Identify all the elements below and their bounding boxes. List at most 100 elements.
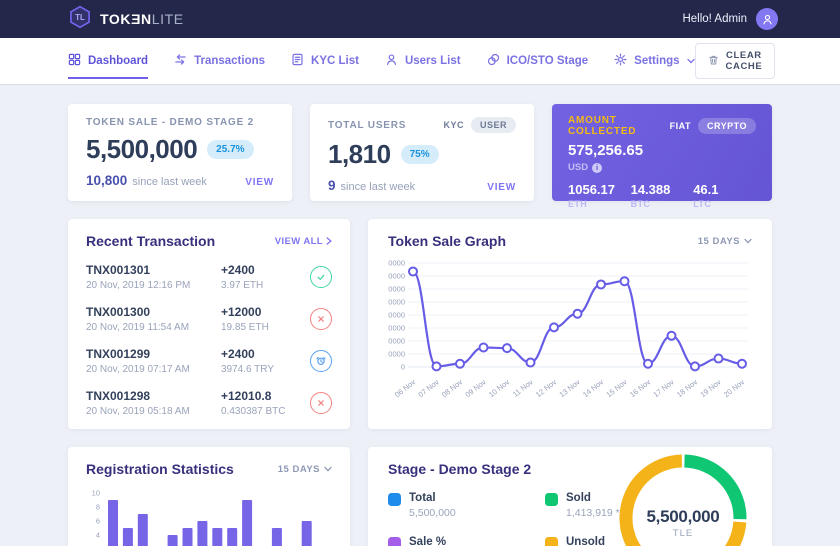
toggle-user[interactable]: USER: [470, 117, 516, 133]
legend-name: Sale %: [409, 536, 447, 546]
transactions-list: TNX001301 20 Nov, 2019 12:16 PM +2400 3.97 …: [86, 263, 332, 417]
toggle-kyc[interactable]: KYC: [443, 120, 464, 130]
stage-card: Stage - Demo Stage 2 Total 5,500,000 Sold 1…: [368, 447, 772, 546]
transaction-info: TNX001300 20 Nov, 2019 11:54 AM: [86, 305, 221, 333]
svg-text:10: 10: [92, 489, 100, 498]
transaction-amount-value: +2400: [221, 347, 255, 361]
svg-text:TL: TL: [75, 13, 85, 22]
toggle-crypto[interactable]: CRYPTO: [697, 118, 756, 134]
info-icon[interactable]: i: [592, 162, 603, 173]
transaction-row[interactable]: TNX001299 20 Nov, 2019 07:17 AM +2400 3974.…: [86, 347, 332, 375]
legend-swatch: [545, 537, 558, 546]
legend-text: Total 5,500,000: [409, 492, 456, 519]
transactions-title: Recent Transaction: [86, 233, 216, 249]
svg-text:60000: 60000: [388, 285, 405, 294]
svg-text:06 Nov: 06 Nov: [393, 377, 417, 399]
svg-text:13 Nov: 13 Nov: [557, 377, 581, 399]
svg-text:80000: 80000: [388, 259, 405, 268]
transaction-amount-value: +12010.8: [221, 389, 272, 403]
clock-circle-icon: [310, 350, 332, 372]
transaction-amount: +12000 19.85 ETH: [221, 305, 310, 333]
transaction-row[interactable]: TNX001300 20 Nov, 2019 11:54 AM +12000 19.8…: [86, 305, 332, 333]
transaction-date: 20 Nov, 2019 12:16 PM: [86, 280, 191, 291]
transaction-id: TNX001298: [86, 389, 151, 403]
view-all-link[interactable]: VIEW ALL: [275, 236, 332, 247]
svg-text:19 Nov: 19 Nov: [698, 377, 722, 399]
check-circle-icon: [310, 266, 332, 288]
svg-text:0: 0: [401, 363, 405, 372]
nav-tab-dashboard[interactable]: Dashboard: [68, 44, 149, 79]
gear-icon: [614, 53, 627, 69]
legend-swatch: [388, 493, 401, 506]
crypto-amount-eth: 1056.17 ETH: [568, 182, 631, 209]
svg-text:09 Nov: 09 Nov: [463, 377, 487, 399]
total-users-value: 1,810: [328, 139, 391, 169]
clear-cache-button[interactable]: CLEAR CACHE: [694, 43, 776, 79]
svg-text:11 Nov: 11 Nov: [511, 377, 535, 399]
svg-text:30000: 30000: [388, 324, 405, 333]
svg-text:12 Nov: 12 Nov: [534, 377, 558, 399]
total-users-view-link[interactable]: VIEW: [487, 182, 516, 193]
transaction-id: TNX001301: [86, 263, 151, 277]
token-sale-delta: 10,800: [86, 173, 128, 188]
svg-text:18 Nov: 18 Nov: [675, 377, 699, 399]
nav-tab-ico-sto-stage[interactable]: ICO/STO Stage: [487, 44, 589, 79]
legend-name: Sold: [566, 492, 591, 504]
registration-range-dropdown[interactable]: 15 DAYS: [278, 464, 332, 475]
user-avatar[interactable]: [756, 8, 778, 30]
grid-icon: [68, 53, 81, 69]
chevron-down-icon: [686, 55, 695, 67]
kyc-user-toggle: KYC USER: [443, 117, 516, 133]
svg-text:17 Nov: 17 Nov: [651, 377, 675, 399]
nav-tab-settings[interactable]: Settings: [614, 44, 695, 79]
transaction-info: TNX001298 20 Nov, 2019 05:18 AM: [86, 389, 221, 417]
kpi-row: TOKEN SALE - DEMO STAGE 2 5,500,000 25.7…: [68, 104, 772, 209]
chevron-down-icon: [324, 466, 332, 472]
legend-text: Sold 1,413,919 *: [566, 492, 620, 519]
total-users-delta: 9: [328, 178, 336, 193]
nav-tab-label: ICO/STO Stage: [506, 54, 589, 67]
svg-text:15 Nov: 15 Nov: [604, 377, 628, 399]
svg-text:70000: 70000: [388, 272, 405, 281]
nav-tabs: Dashboard Transactions KYC List Users List I…: [68, 44, 695, 79]
nav-tab-users-list[interactable]: Users List: [385, 44, 461, 79]
transaction-info: TNX001301 20 Nov, 2019 12:16 PM: [86, 263, 221, 291]
nav-tab-transactions[interactable]: Transactions: [174, 44, 265, 79]
token-sale-graph-title: Token Sale Graph: [388, 233, 506, 249]
coins-icon: [487, 53, 500, 69]
transaction-row[interactable]: TNX001301 20 Nov, 2019 12:16 PM +2400 3.97 …: [86, 263, 332, 291]
brand[interactable]: TL TOKƎNLITE: [68, 5, 184, 34]
transaction-id: TNX001299: [86, 347, 151, 361]
legend-item-total: Total 5,500,000: [388, 492, 545, 519]
fiat-crypto-toggle: FIAT CRYPTO: [670, 118, 756, 134]
legend-item-sale-: Sale %25.7% Sold: [388, 536, 545, 546]
transaction-info: TNX001299 20 Nov, 2019 07:17 AM: [86, 347, 221, 375]
svg-text:16 Nov: 16 Nov: [628, 377, 652, 399]
svg-text:8: 8: [96, 503, 100, 512]
transaction-row[interactable]: TNX001298 20 Nov, 2019 05:18 AM +12010.8 0.…: [86, 389, 332, 417]
token-sale-view-link[interactable]: VIEW: [245, 177, 274, 188]
token-sale-line-chart: 0 10000 20000 30000 40000 50000 60000 70000 8000…: [384, 249, 752, 420]
legend-text: Sale %25.7% Sold: [409, 536, 463, 546]
svg-text:07 Nov: 07 Nov: [416, 377, 440, 399]
graph-range-dropdown[interactable]: 15 DAYS: [698, 236, 752, 247]
legend-item-sold: Sold 1,413,919 *: [545, 492, 658, 519]
svg-text:40000: 40000: [388, 311, 405, 320]
middle-row: Recent Transaction VIEW ALL TNX001301 20 …: [68, 219, 772, 429]
chevron-down-icon: [744, 238, 752, 244]
x-circle-icon: [310, 308, 332, 330]
users-icon: [385, 53, 398, 69]
token-sale-caption: since last week: [132, 176, 207, 188]
nav-tab-kyc-list[interactable]: KYC List: [291, 44, 359, 79]
transaction-converted-value: 19.85 ETH: [221, 322, 269, 333]
svg-text:10 Nov: 10 Nov: [487, 377, 511, 399]
svg-text:TLE: TLE: [673, 528, 693, 539]
crypto-value: 1056.17: [568, 182, 615, 197]
amount-currency-label: USD: [568, 162, 589, 173]
transaction-amount: +2400 3974.6 TRY: [221, 347, 310, 375]
nav-tab-label: Settings: [634, 54, 680, 67]
crypto-amounts-row: 1056.17 ETH 14.388 BTC 46.1 LTC: [568, 182, 756, 209]
toggle-fiat[interactable]: FIAT: [669, 121, 691, 131]
transaction-date: 20 Nov, 2019 07:17 AM: [86, 364, 190, 375]
content-area: TOKEN SALE - DEMO STAGE 2 5,500,000 25.7…: [0, 84, 840, 546]
